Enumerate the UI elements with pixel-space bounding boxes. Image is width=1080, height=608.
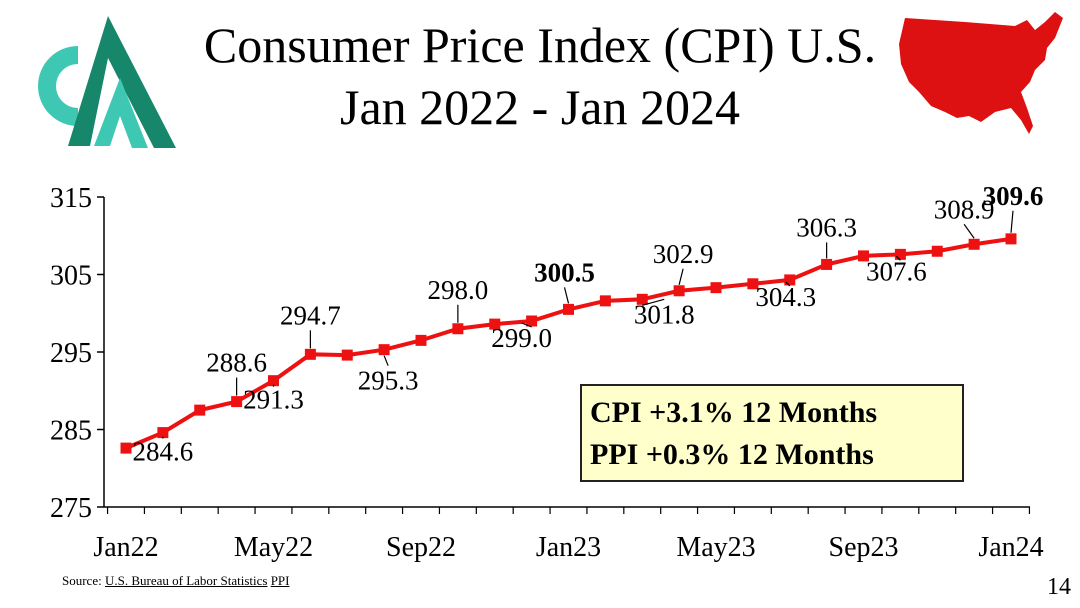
data-point [157, 427, 169, 439]
callout-ppi-line: PPI +0.3% 12 Months [590, 438, 874, 471]
data-point [894, 248, 906, 260]
data-point [710, 282, 722, 294]
summary-callout-box: CPI +3.1% 12 Months PPI +0.3% 12 Months [580, 384, 964, 482]
data-point [563, 303, 574, 315]
data-point [489, 318, 501, 330]
data-point [1005, 233, 1017, 245]
company-logo [8, 8, 178, 163]
data-label: 300.5 [534, 257, 595, 287]
y-tick-label: 315 [50, 183, 92, 214]
slide-title: Consumer Price Index (CPI) U.S. Jan 2022… [150, 14, 930, 138]
callout-cpi-line: CPI +3.1% 12 Months [590, 396, 878, 429]
data-point [636, 293, 648, 305]
data-point [231, 396, 243, 408]
x-tick-label: Sep23 [829, 532, 899, 563]
leader-line [895, 255, 901, 261]
x-tick-label: May23 [676, 532, 755, 563]
x-tick-label: Sep22 [386, 532, 456, 563]
us-map-shape [899, 12, 1063, 134]
y-tick-label: 305 [50, 261, 92, 292]
source-link-bls[interactable]: U.S. Bureau of Labor Statistics [104, 573, 268, 588]
data-point [747, 278, 759, 290]
data-label: 309.6 [983, 181, 1044, 211]
x-tick-label: Jan23 [536, 532, 601, 563]
data-point [599, 295, 611, 307]
data-point [304, 348, 316, 360]
leader-line [521, 322, 532, 328]
data-point [931, 245, 943, 257]
x-tick-label: May22 [234, 532, 313, 563]
x-tick-label: Jan24 [978, 532, 1043, 563]
page-number: 14 [1047, 574, 1071, 600]
data-label: 288.6 [206, 348, 267, 378]
leader-line [678, 268, 684, 285]
data-point [268, 375, 279, 387]
data-label: 299.0 [491, 323, 552, 353]
y-tick-label: 275 [50, 493, 92, 524]
us-map-image [895, 8, 1065, 143]
data-point [821, 258, 833, 270]
leader-line [1010, 210, 1014, 233]
data-label: 304.3 [755, 282, 816, 312]
leader-line [383, 355, 389, 366]
data-point [968, 238, 980, 250]
source-link-ppi[interactable]: PPI [270, 573, 290, 588]
data-label: 301.8 [634, 299, 695, 329]
logo-peak-dark [68, 16, 176, 148]
leader-line [642, 298, 665, 306]
data-label: 291.3 [243, 385, 304, 415]
source-note: Source: U.S. Bureau of Labor Statistics … [62, 573, 290, 589]
data-label: 306.3 [796, 212, 857, 242]
data-point [341, 349, 353, 361]
y-tick-label: 295 [50, 338, 92, 369]
data-label: 308.9 [934, 194, 995, 224]
logo-peak-light [94, 78, 148, 148]
y-tick-label: 285 [50, 416, 92, 447]
data-point [415, 334, 427, 346]
data-point [194, 404, 206, 416]
data-point [784, 274, 796, 286]
data-label: 298.0 [428, 275, 489, 305]
data-label: 294.7 [280, 300, 341, 330]
source-prefix: Source: [62, 573, 102, 588]
data-point [452, 323, 464, 335]
title-line-1: Consumer Price Index (CPI) U.S. [203, 17, 877, 73]
data-point [526, 315, 538, 327]
data-point [858, 250, 869, 262]
leader-line [563, 287, 570, 304]
data-label: 307.6 [866, 256, 927, 286]
title-line-2: Jan 2022 - Jan 2024 [340, 79, 740, 135]
data-label: 295.3 [358, 366, 419, 396]
leader-line [963, 223, 975, 239]
data-point [120, 442, 132, 454]
leader-line [785, 281, 791, 287]
data-label: 284.6 [133, 437, 194, 467]
logo-c-shape [38, 46, 78, 126]
data-point [673, 285, 685, 297]
x-tick-label: Jan22 [93, 532, 158, 563]
data-label: 302.9 [653, 239, 714, 269]
data-point [378, 344, 390, 356]
